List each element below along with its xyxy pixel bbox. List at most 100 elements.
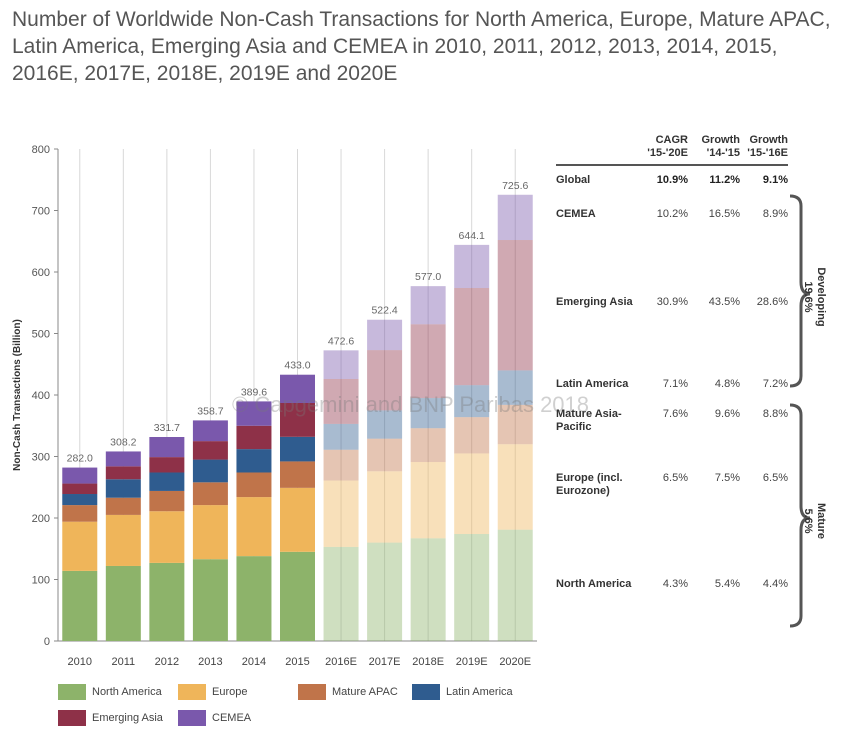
x-tick-label: 2015 — [285, 656, 309, 668]
table-cell: 9.1% — [762, 174, 788, 186]
legend-swatch — [58, 684, 86, 700]
bar-segment — [149, 437, 185, 458]
legend-label: Europe — [212, 686, 248, 698]
bar-segment — [236, 425, 272, 450]
table-row-label: Global — [556, 174, 591, 186]
x-tick-label: 2020E — [499, 656, 531, 668]
table-cell: 10.2% — [656, 208, 688, 220]
bar-segment — [367, 410, 403, 439]
legend-label: CEMEA — [212, 712, 252, 724]
bar-segment — [192, 505, 228, 560]
bar-segment — [236, 401, 272, 426]
bar-segment — [280, 436, 315, 462]
developing-label: Developing 19.6% — [802, 267, 827, 327]
bar-segment — [410, 286, 446, 325]
legend-label: Mature APAC — [332, 686, 398, 698]
table-row-label: Emerging Asia — [556, 296, 633, 308]
total-label: 725.6 — [502, 180, 528, 192]
total-label: 308.2 — [110, 436, 136, 448]
bar-segment — [410, 462, 446, 539]
bar-segment — [323, 379, 359, 424]
bar-segment — [149, 490, 185, 512]
bar-segment — [280, 487, 315, 552]
total-label: 282.0 — [67, 453, 93, 465]
bar-segment — [454, 287, 490, 386]
table-cell: 4.4% — [762, 578, 788, 590]
y-tick-label: 700 — [32, 206, 50, 218]
total-label: 433.0 — [284, 360, 310, 372]
mature-label: Mature 5.6% — [802, 502, 827, 540]
y-axis-label: Non-Cash Transactions (Billion) — [12, 319, 23, 471]
bar-segment — [454, 533, 490, 641]
legend-item: Latin America — [412, 684, 513, 700]
total-label: 577.0 — [415, 271, 441, 283]
total-label: 644.1 — [459, 230, 485, 242]
bar-segment — [149, 511, 185, 563]
table-cell: 7.5% — [714, 472, 740, 484]
bar-segment — [280, 402, 315, 437]
bar-segment — [105, 479, 141, 498]
bar-segment — [62, 494, 98, 506]
table-cell: 4.3% — [662, 578, 688, 590]
table-cell: 16.5% — [708, 208, 740, 220]
bar-segment — [454, 453, 490, 534]
bar-segment — [323, 423, 359, 450]
bar-segment — [497, 240, 533, 371]
table-row-label: CEMEA — [556, 208, 596, 220]
table-cell: 11.2% — [709, 174, 740, 186]
x-tick-label: 2011 — [111, 656, 135, 668]
bar-segment — [105, 565, 141, 641]
bar-segment — [410, 428, 446, 463]
bar-segment — [410, 324, 446, 399]
legend-swatch — [178, 684, 206, 700]
bar-segment — [105, 451, 141, 467]
table-cell: 43.5% — [708, 296, 740, 308]
legend-item: CEMEA — [178, 710, 251, 726]
x-tick-label: 2019E — [456, 656, 488, 668]
legend-swatch — [412, 684, 440, 700]
bar-segment — [236, 497, 272, 557]
bar-segment — [192, 420, 228, 442]
legend-swatch — [298, 684, 326, 700]
bar-segment — [62, 483, 98, 495]
bar-segment — [236, 472, 272, 498]
bar-segment — [454, 244, 490, 288]
bar-segment — [323, 350, 359, 380]
y-tick-label: 300 — [32, 452, 50, 464]
legend-swatch — [58, 710, 86, 726]
bar-segment — [192, 441, 228, 460]
y-tick-label: 600 — [32, 267, 50, 279]
x-tick-label: 2014 — [242, 656, 266, 668]
bar-segment — [149, 562, 185, 641]
bar-segment — [62, 467, 98, 484]
legend-item: Europe — [178, 684, 247, 700]
table-row-label: Europe (incl. Eurozone) — [556, 472, 623, 497]
bar-segment — [62, 570, 98, 641]
table-row-label: Mature Asia-Pacific — [556, 408, 622, 433]
bar-segment — [497, 370, 533, 405]
bar-segment — [323, 546, 359, 641]
y-tick-label: 400 — [32, 390, 50, 402]
legend-label: North America — [92, 686, 162, 698]
bar-segment — [280, 551, 315, 641]
bar-segment — [367, 350, 403, 411]
bar-segment — [410, 538, 446, 641]
bar-segment — [367, 319, 403, 351]
bar-segment — [62, 505, 98, 522]
table-row-label: North America — [556, 578, 632, 590]
table-cell: 5.4% — [714, 578, 740, 590]
y-tick-label: 0 — [44, 636, 50, 648]
table-cell: 8.8% — [762, 408, 788, 420]
total-label: 358.7 — [197, 405, 223, 417]
table-cell: 30.9% — [656, 296, 688, 308]
total-label: 472.6 — [328, 335, 354, 347]
legend-label: Emerging Asia — [92, 712, 163, 724]
total-label: 331.7 — [154, 422, 180, 434]
table-cell: 6.5% — [662, 472, 688, 484]
bar-segment — [280, 374, 315, 403]
table-cell: 7.2% — [762, 378, 788, 390]
bar-segment — [192, 559, 228, 641]
bar-segment — [236, 449, 272, 473]
x-tick-label: 2013 — [198, 656, 222, 668]
bar-segment — [149, 472, 185, 491]
